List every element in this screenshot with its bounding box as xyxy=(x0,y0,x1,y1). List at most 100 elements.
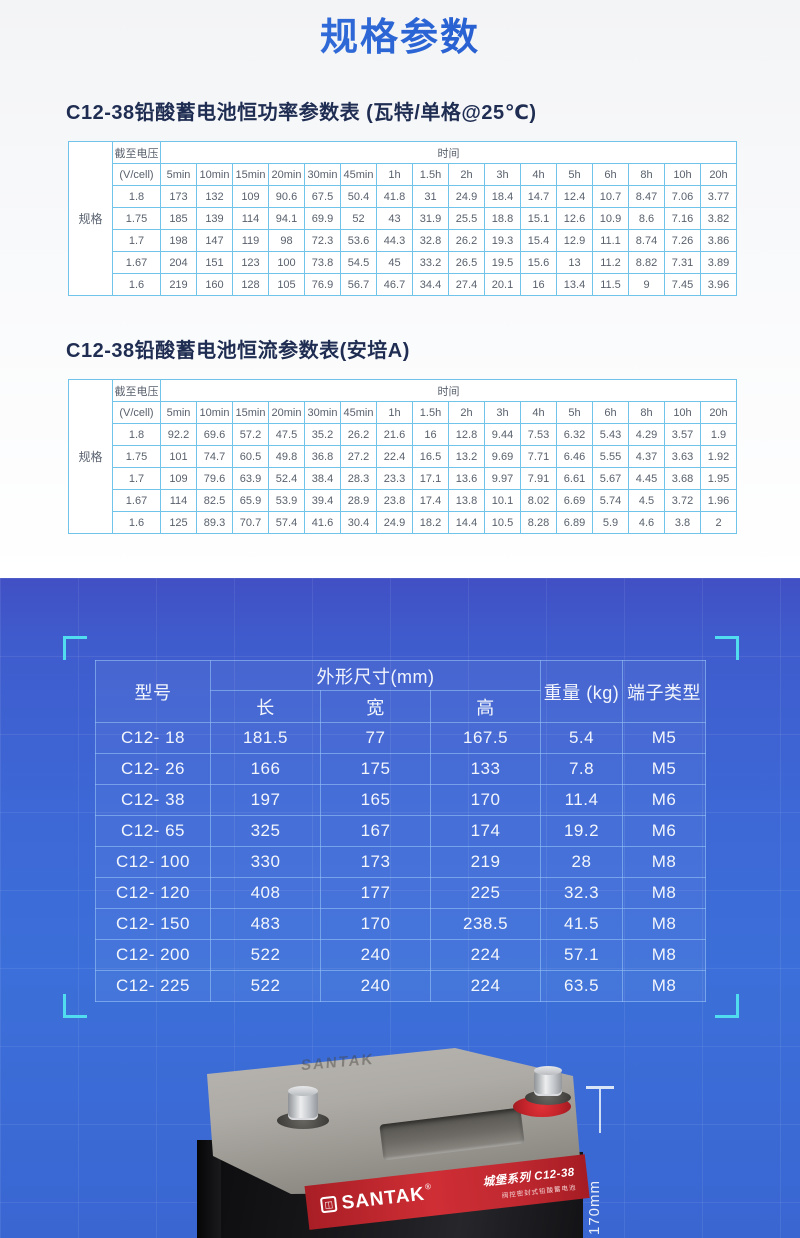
dimension-cell: 224 xyxy=(429,970,542,1002)
dimension-cell: 165 xyxy=(320,784,431,816)
corner-bracket-bottom-right xyxy=(715,994,739,1018)
current-value-cell: 101 xyxy=(160,445,197,468)
power-value-cell: 173 xyxy=(160,185,197,208)
current-value-cell: 3.57 xyxy=(664,423,701,446)
time-header-cell: 2h xyxy=(448,163,485,186)
spec-group-label: 规格 xyxy=(68,141,113,296)
current-value-cell: 92.2 xyxy=(160,423,197,446)
current-value-cell: 5.74 xyxy=(592,489,629,512)
time-group-label: 时间 xyxy=(160,379,737,402)
time-header-cell: 30min xyxy=(304,163,341,186)
current-value-cell: 9.97 xyxy=(484,467,521,490)
time-header-cell: 15min xyxy=(232,163,269,186)
power-value-cell: 11.2 xyxy=(592,251,629,274)
cutoff-voltage-unit: (V/cell) xyxy=(112,163,161,186)
current-data-row: 1.75 101 74.7 60.5 49.8 36.8 27.2 22.4 16.5 13.2 9… xyxy=(69,445,737,468)
model-header: 型号 xyxy=(95,660,211,723)
power-value-cell: 52 xyxy=(340,207,377,230)
current-value-cell: 49.8 xyxy=(268,445,305,468)
current-value-cell: 10.1 xyxy=(484,489,521,512)
time-group-label: 时间 xyxy=(160,141,737,164)
time-header-cell: 1h xyxy=(376,163,413,186)
dimension-cell: 77 xyxy=(320,722,431,754)
power-value-cell: 32.8 xyxy=(412,229,449,252)
current-value-cell: 18.2 xyxy=(412,511,449,534)
dimension-cell: 181.5 xyxy=(210,722,321,754)
page-title: 规格参数 xyxy=(0,14,800,62)
dimension-row: C12- 38 197 165 170 11.4 M6 xyxy=(95,784,707,816)
dimension-row: C12- 225 522 240 224 63.5 M8 xyxy=(95,970,707,1002)
current-value-cell: 39.4 xyxy=(304,489,341,512)
dimension-cell: 238.5 xyxy=(429,908,542,940)
dimension-cell: C12- 26 xyxy=(95,753,211,785)
current-value-cell: 22.4 xyxy=(376,445,413,468)
dimension-cell: M8 xyxy=(622,939,707,971)
current-table-body: 规格 截至电压 时间 (V/cell) 5min 10min 15min 20min 3… xyxy=(68,379,737,534)
dimension-cell: C12- 18 xyxy=(95,722,211,754)
power-value-cell: 18.8 xyxy=(484,207,521,230)
power-value-cell: 19.5 xyxy=(484,251,521,274)
power-data-row: 1.67 204 151 123 100 73.8 54.5 45 33.2 26.5 19.5 15… xyxy=(69,251,737,274)
current-value-cell: 1.67 xyxy=(112,489,161,512)
power-value-cell: 94.1 xyxy=(268,207,305,230)
time-header-cell: 30min xyxy=(304,401,341,424)
power-table-body: 规格 截至电压 时间 (V/cell) 5min 10min 15min 20min 3… xyxy=(68,141,737,296)
current-value-cell: 1.96 xyxy=(700,489,737,512)
time-header-cell: 10min xyxy=(196,401,233,424)
current-value-cell: 1.92 xyxy=(700,445,737,468)
power-value-cell: 132 xyxy=(196,185,233,208)
power-value-cell: 11.1 xyxy=(592,229,629,252)
power-value-cell: 13.4 xyxy=(556,273,593,296)
power-value-cell: 3.77 xyxy=(700,185,737,208)
power-value-cell: 3.96 xyxy=(700,273,737,296)
current-value-cell: 4.37 xyxy=(628,445,665,468)
power-value-cell: 1.8 xyxy=(112,185,161,208)
dimension-cell: 41.5 xyxy=(540,908,624,940)
size-column-header: 长 xyxy=(210,690,321,723)
power-header-row-2: (V/cell) 5min 10min 15min 20min 30min 45min 1h… xyxy=(69,163,737,186)
current-value-cell: 16.5 xyxy=(412,445,449,468)
dimension-row: C12- 26 166 175 133 7.8 M5 xyxy=(95,753,707,785)
current-value-cell: 2 xyxy=(700,511,737,534)
power-value-cell: 18.4 xyxy=(484,185,521,208)
power-value-cell: 44.3 xyxy=(376,229,413,252)
dimension-cell: 522 xyxy=(210,939,321,971)
cutoff-voltage-label: 截至电压 xyxy=(112,141,161,164)
power-data-row: 1.6 219 160 128 105 76.9 56.7 46.7 34.4 27.4 20.1 1… xyxy=(69,273,737,296)
current-value-cell: 6.32 xyxy=(556,423,593,446)
spec-section: 规格参数 C12-38铅酸蓄电池恒功率参数表 (瓦特/单格@25℃) 规格 截至… xyxy=(0,0,800,578)
current-value-cell: 16 xyxy=(412,423,449,446)
power-value-cell: 15.1 xyxy=(520,207,557,230)
cutoff-voltage-label: 截至电压 xyxy=(112,379,161,402)
time-header-cell: 4h xyxy=(520,401,557,424)
power-data-row: 1.8 173 132 109 90.6 67.5 50.4 41.8 31 24.9 18.4 14… xyxy=(69,185,737,208)
power-value-cell: 204 xyxy=(160,251,197,274)
current-value-cell: 41.6 xyxy=(304,511,341,534)
time-header-cell: 8h xyxy=(628,401,665,424)
power-value-cell: 72.3 xyxy=(304,229,341,252)
dimension-cell: 330 xyxy=(210,846,321,878)
brand-text: SANTAK xyxy=(340,1183,427,1214)
current-value-cell: 13.2 xyxy=(448,445,485,468)
dimension-cell: 167 xyxy=(320,815,431,847)
power-value-cell: 46.7 xyxy=(376,273,413,296)
power-value-cell: 15.6 xyxy=(520,251,557,274)
power-value-cell: 41.8 xyxy=(376,185,413,208)
current-value-cell: 69.6 xyxy=(196,423,233,446)
time-header-cell: 6h xyxy=(592,163,629,186)
current-value-cell: 5.55 xyxy=(592,445,629,468)
power-value-cell: 19.3 xyxy=(484,229,521,252)
dimension-marker-line xyxy=(599,1089,601,1133)
power-value-cell: 73.8 xyxy=(304,251,341,274)
power-value-cell: 128 xyxy=(232,273,269,296)
current-data-row: 1.67 114 82.5 65.9 53.9 39.4 28.9 23.8 17.4 13.8 1… xyxy=(69,489,737,512)
time-header-cell: 1.5h xyxy=(412,401,449,424)
current-value-cell: 47.5 xyxy=(268,423,305,446)
power-value-cell: 105 xyxy=(268,273,305,296)
time-header-cell: 8h xyxy=(628,163,665,186)
height-dimension-label: 170mm xyxy=(586,1179,603,1235)
dimension-row: C12- 18 181.5 77 167.5 5.4 M5 xyxy=(95,722,707,754)
current-value-cell: 65.9 xyxy=(232,489,269,512)
power-value-cell: 25.5 xyxy=(448,207,485,230)
power-value-cell: 151 xyxy=(196,251,233,274)
